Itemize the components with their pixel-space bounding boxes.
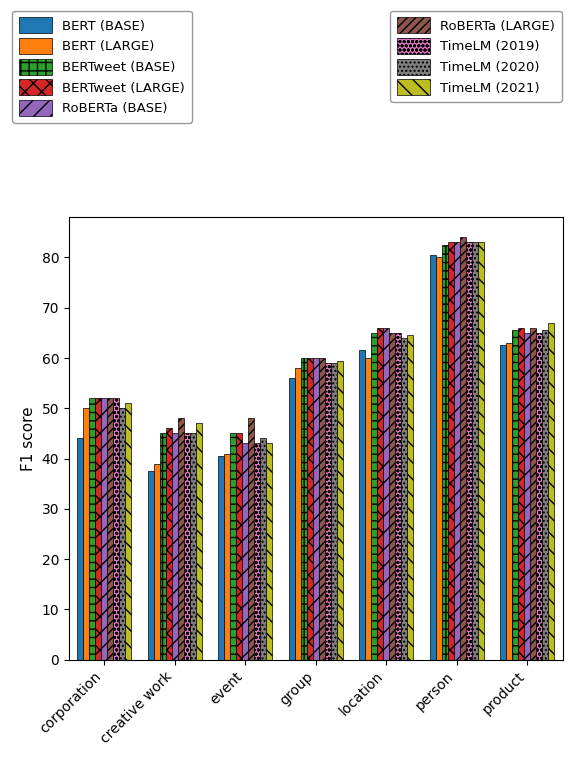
Bar [548,323,554,660]
Bar [178,418,184,660]
Bar [448,242,453,660]
Bar [125,404,131,660]
Bar [401,338,407,660]
Bar [148,471,154,660]
Bar [77,438,83,660]
Bar [430,255,436,660]
Bar [436,258,442,660]
Bar [478,242,484,660]
Bar [395,333,401,660]
Bar [119,408,125,660]
Bar [289,378,294,660]
Bar [472,242,478,660]
Bar [506,343,512,660]
Bar [319,358,325,660]
Bar [331,363,337,660]
Bar [389,333,395,660]
Bar [166,428,172,660]
Bar [154,463,160,660]
Bar [113,398,119,660]
Bar [542,331,548,660]
Y-axis label: F1 score: F1 score [21,406,36,471]
Bar [248,418,254,660]
Bar [230,434,236,660]
Bar [224,453,230,660]
Bar [260,438,266,660]
Bar [460,237,466,660]
Bar [218,456,224,660]
Bar [196,424,201,660]
Bar [301,358,307,660]
Bar [236,434,242,660]
Bar [307,358,313,660]
Bar [359,351,365,660]
Bar [242,443,248,660]
Bar [184,434,189,660]
Bar [442,245,448,660]
Bar [83,408,89,660]
Bar [101,398,107,660]
Bar [365,358,371,660]
Bar [501,345,506,660]
Bar [530,327,536,660]
Bar [337,361,343,660]
Bar [294,368,301,660]
Bar [466,242,472,660]
Bar [107,398,113,660]
Bar [518,327,524,660]
Bar [377,327,383,660]
Bar [383,327,389,660]
Bar [89,398,95,660]
Bar [512,331,518,660]
Bar [453,242,460,660]
Bar [172,434,178,660]
Bar [371,333,377,660]
Bar [95,398,101,660]
Bar [325,363,331,660]
Bar [407,335,413,660]
Legend: RoBERTa (LARGE), TimeLM (2019), TimeLM (2020), TimeLM (2021): RoBERTa (LARGE), TimeLM (2019), TimeLM (… [390,11,562,102]
Bar [254,443,260,660]
Bar [524,333,530,660]
Bar [189,434,196,660]
Bar [160,434,166,660]
Bar [313,358,319,660]
Bar [536,333,542,660]
Bar [266,443,272,660]
